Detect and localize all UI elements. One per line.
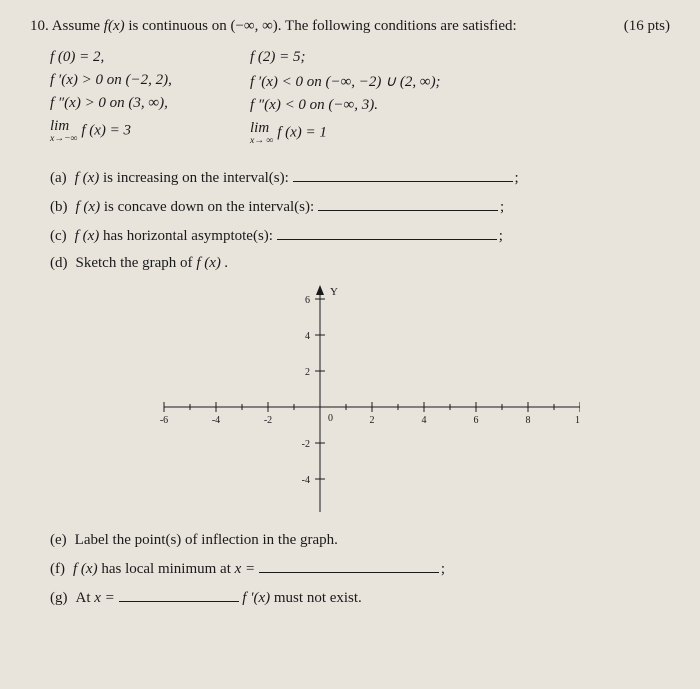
part-b-text: is concave down on the interval(s):: [100, 199, 318, 215]
part-b-func: f (x): [76, 199, 101, 215]
cond-fprime-neg: f ′(x) < 0 on (−∞, −2) ∪ (2, ∞);: [250, 72, 570, 91]
svg-text:-4: -4: [212, 415, 220, 426]
graph-container: -6-4-2246810-6-4-22460XY: [30, 282, 670, 512]
cond-fprime-pos: f ′(x) > 0 on (−2, 2),: [50, 72, 250, 89]
q-pre: Assume: [52, 18, 100, 34]
q-domain: (−∞, ∞): [230, 18, 277, 34]
part-e-label: (e): [50, 532, 67, 549]
lim-sub: x→ ∞: [250, 135, 273, 146]
part-b-label: (b): [50, 199, 68, 216]
svg-text:-6: -6: [302, 511, 310, 512]
svg-text:-6: -6: [160, 415, 168, 426]
part-a-text: is increasing on the interval(s):: [99, 170, 292, 186]
svg-text:-2: -2: [264, 415, 272, 426]
parts-top: (a) f (x) is increasing on the interval(…: [50, 168, 670, 272]
blank: [259, 559, 439, 573]
conditions-col1: f (0) = 2, f ′(x) > 0 on (−2, 2), f ″(x)…: [50, 49, 250, 152]
part-c-text: has horizontal asymptote(s):: [99, 228, 276, 244]
part-a-label: (a): [50, 170, 67, 187]
lim-rest: f (x) = 3: [81, 122, 131, 138]
part-c-label: (c): [50, 228, 67, 245]
part-e-text: Label the point(s) of inflection in the …: [75, 532, 338, 549]
cond-lim-pos: lim x→ ∞ f (x) = 1: [250, 120, 570, 146]
part-d-func: f (x) .: [196, 255, 228, 271]
conditions-block: f (0) = 2, f ′(x) > 0 on (−2, 2), f ″(x)…: [50, 49, 670, 152]
svg-text:Y: Y: [330, 286, 338, 298]
blank: [119, 588, 239, 602]
svg-text:8: 8: [526, 415, 531, 426]
svg-text:-2: -2: [302, 439, 310, 450]
part-g-pre: At: [76, 590, 95, 606]
svg-text:-4: -4: [302, 475, 310, 486]
part-g-label: (g): [50, 590, 68, 607]
blank: [318, 197, 498, 211]
part-f-eq: x =: [235, 561, 256, 577]
svg-text:2: 2: [305, 367, 310, 378]
cond-f0: f (0) = 2,: [50, 49, 250, 66]
blank: [293, 168, 513, 182]
part-d-text: Sketch the graph of: [76, 255, 197, 271]
svg-text:6: 6: [474, 415, 479, 426]
lim-word: lim: [50, 118, 69, 134]
part-c-func: f (x): [75, 228, 100, 244]
part-a-func: f (x): [75, 170, 100, 186]
part-g-text: must not exist.: [270, 590, 362, 606]
lim-word: lim: [250, 120, 269, 136]
cond-fdprime-neg: f ″(x) < 0 on (−∞, 3).: [250, 97, 570, 114]
svg-text:6: 6: [305, 295, 310, 306]
part-g-post: f ′(x): [242, 590, 270, 606]
part-f: (f) f (x) has local minimum at x = ;: [50, 559, 670, 578]
q-mid: is continuous on: [128, 18, 226, 34]
part-f-text: has local minimum at: [98, 561, 235, 577]
part-d: (d) Sketch the graph of f (x) .: [50, 255, 670, 272]
conditions-col2: f (2) = 5; f ′(x) < 0 on (−∞, −2) ∪ (2, …: [250, 49, 570, 152]
svg-text:10: 10: [575, 415, 580, 426]
svg-text:2: 2: [370, 415, 375, 426]
q-func: f(x): [104, 18, 125, 34]
svg-text:4: 4: [305, 331, 310, 342]
part-a: (a) f (x) is increasing on the interval(…: [50, 168, 670, 187]
question-header: 10. Assume f(x) is continuous on (−∞, ∞)…: [30, 18, 670, 35]
cond-f2: f (2) = 5;: [250, 49, 570, 66]
q-number: 10.: [30, 18, 49, 34]
question-text: 10. Assume f(x) is continuous on (−∞, ∞)…: [30, 18, 517, 35]
lim-rest: f (x) = 1: [277, 124, 327, 140]
lim-sub: x→−∞: [50, 133, 78, 144]
part-f-func: f (x): [73, 561, 98, 577]
coordinate-graph: -6-4-2246810-6-4-22460XY: [120, 282, 580, 512]
part-d-label: (d): [50, 255, 68, 272]
part-g-eq: x =: [94, 590, 115, 606]
part-f-label: (f): [50, 561, 65, 578]
q-post: . The following conditions are satisfied…: [278, 18, 517, 34]
points: (16 pts): [624, 18, 670, 35]
svg-text:4: 4: [422, 415, 427, 426]
part-e: (e) Label the point(s) of inflection in …: [50, 532, 670, 549]
part-c: (c) f (x) has horizontal asymptote(s): ;: [50, 226, 670, 245]
blank: [277, 226, 497, 240]
cond-fdprime-pos: f ″(x) > 0 on (3, ∞),: [50, 95, 250, 112]
cond-lim-neg: lim x→−∞ f (x) = 3: [50, 118, 250, 144]
svg-text:0: 0: [328, 413, 333, 424]
parts-bottom: (e) Label the point(s) of inflection in …: [50, 532, 670, 607]
part-b: (b) f (x) is concave down on the interva…: [50, 197, 670, 216]
part-g: (g) At x = f ′(x) must not exist.: [50, 588, 670, 607]
